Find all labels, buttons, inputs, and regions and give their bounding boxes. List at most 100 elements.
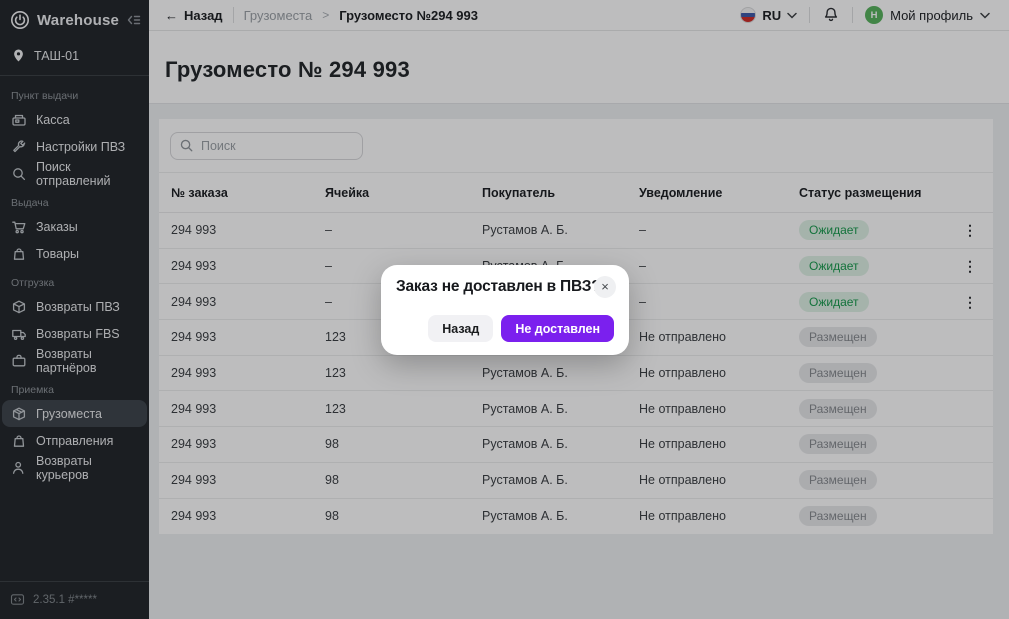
sidebar-item-shipments[interactable]: Отправления: [2, 427, 147, 454]
sidebar-item-label: Поиск отправлений: [36, 159, 111, 188]
buyer-cell: Рустамов А. Б.: [482, 437, 568, 452]
sidebar-item-returns-fbs[interactable]: Возвраты FBS: [2, 320, 147, 347]
cash-register-icon: [11, 112, 27, 128]
sidebar-item-search-shipments[interactable]: Поиск отправлений: [2, 159, 147, 188]
cell-cell: 123: [325, 330, 346, 345]
column-header: Уведомление: [639, 185, 723, 200]
sidebar-section-label: Приемка: [11, 384, 54, 396]
status-cell: Размещен: [799, 506, 941, 527]
avatar: Н: [865, 6, 884, 24]
modal-actions: Назад Не доставлен: [428, 315, 614, 342]
sidebar-item-courier-returns[interactable]: Возвраты курьеров: [2, 453, 147, 482]
bag-icon: [11, 433, 27, 449]
sidebar-item-goods[interactable]: Товары: [2, 240, 147, 267]
bag-icon: [11, 246, 27, 262]
arrow-left-icon: ←: [165, 7, 178, 23]
topbar-divider: [232, 7, 234, 23]
modal-title: Заказ не доставлен в ПВЗ?: [396, 278, 601, 295]
cell-cell: 98: [325, 437, 339, 452]
breadcrumb-current: Грузоместо №294 993: [339, 7, 478, 23]
order-cell: 294 993: [171, 259, 217, 274]
modal-back-button[interactable]: Назад: [428, 315, 494, 342]
cell-cell: 98: [325, 509, 339, 524]
status-badge: Размещен: [799, 434, 877, 455]
cell-cell: –: [325, 223, 332, 238]
page-heading-section: Грузоместо № 294 993: [149, 31, 1009, 104]
location-label: ТАШ-01: [34, 48, 80, 63]
cell-cell: 98: [325, 473, 339, 488]
order-cell: 294 993: [171, 473, 217, 488]
sidebar-section-label: Отгрузка: [11, 277, 55, 289]
status-badge: Ожидает: [799, 291, 869, 312]
sidebar-item-label: Возвраты FBS: [36, 326, 120, 341]
topbar-right: RU Н Мой профиль: [740, 6, 990, 24]
cell-cell: 123: [325, 401, 346, 416]
search-icon: [179, 138, 194, 153]
sidebar-item-label: Возвраты курьеров: [36, 453, 92, 482]
status-cell: Ожидает: [799, 256, 941, 277]
table-row: 294 993 – Рустамов А. Б. – Ожидает ⋮: [159, 213, 993, 249]
warehouse-logo-icon: [10, 10, 30, 30]
search-input[interactable]: [170, 132, 363, 160]
collapse-sidebar-icon[interactable]: [126, 12, 142, 28]
status-badge: Размещен: [799, 506, 877, 527]
sidebar: Warehouse ТАШ-01 Пункт выдачи Касса Настро…: [0, 0, 149, 619]
back-button[interactable]: ← Назад: [165, 8, 223, 23]
truck-return-icon: [11, 326, 27, 342]
status-cell: Размещен: [799, 434, 941, 455]
order-cell: 294 993: [171, 509, 217, 524]
order-cell: 294 993: [171, 330, 217, 345]
modal-confirm-button[interactable]: Не доставлен: [501, 315, 614, 342]
sidebar-item-cargo[interactable]: Грузоместа: [2, 400, 147, 427]
chevron-right-icon: >: [322, 8, 330, 22]
app-version: 2.35.1 #*****: [0, 582, 149, 619]
status-badge: Размещен: [799, 327, 877, 348]
cell-cell: –: [325, 294, 332, 309]
notification-cell: –: [639, 294, 646, 309]
status-badge: Размещен: [799, 470, 877, 491]
code-icon: [10, 592, 25, 607]
back-label: Назад: [184, 7, 223, 23]
profile-menu[interactable]: Н Мой профиль: [865, 6, 990, 24]
buyer-cell: Рустамов А. Б.: [482, 401, 568, 416]
sidebar-item-label: Грузоместа: [36, 406, 103, 421]
table-row: 294 993 123 Рустамов А. Б. Не отправлено Раз…: [159, 356, 993, 392]
topbar-left: ← Назад Грузоместа > Грузоместо №294 993: [165, 7, 478, 23]
sidebar-item-kassa[interactable]: Касса: [2, 106, 147, 133]
language-label: RU: [762, 7, 782, 23]
status-cell: Размещен: [799, 363, 941, 384]
sidebar-item-pvz-settings[interactable]: Настройки ПВЗ: [2, 133, 147, 160]
kebab-menu-icon[interactable]: ⋮: [963, 293, 977, 310]
notification-cell: Не отправлено: [639, 509, 726, 524]
buyer-cell: Рустамов А. Б.: [482, 509, 568, 524]
status-badge: Ожидает: [799, 256, 869, 277]
location-selector[interactable]: ТАШ-01: [0, 38, 149, 75]
close-icon[interactable]: ×: [594, 276, 616, 298]
kebab-menu-icon[interactable]: ⋮: [963, 258, 977, 275]
cart-icon: [11, 219, 27, 235]
location-pin-icon: [11, 48, 26, 63]
kebab-menu-icon[interactable]: ⋮: [963, 222, 977, 239]
order-cell: 294 993: [171, 294, 217, 309]
buyer-cell: Рустамов А. Б.: [482, 473, 568, 488]
cell-cell: –: [325, 259, 332, 274]
sidebar-item-label: Возвраты ПВЗ: [36, 299, 120, 314]
sidebar-item-label: Возвраты партнёров: [36, 346, 97, 375]
column-header: Статус размещения: [799, 185, 922, 200]
column-header: № заказа: [171, 185, 228, 200]
table-body: 294 993 – Рустамов А. Б. – Ожидает ⋮ 294 993 – Р…: [159, 213, 993, 534]
search-row: [159, 119, 993, 173]
sidebar-item-orders[interactable]: Заказы: [2, 213, 147, 240]
wrench-icon: [11, 139, 27, 155]
notifications-bell-icon[interactable]: [822, 6, 840, 24]
sidebar-item-returns-pvz[interactable]: Возвраты ПВЗ: [2, 293, 147, 320]
breadcrumb-parent[interactable]: Грузоместа: [243, 7, 313, 23]
language-selector[interactable]: RU: [740, 7, 797, 23]
order-cell: 294 993: [171, 437, 217, 452]
sidebar-nav: Пункт выдачи Касса Настройки ПВЗ Поиск отпр…: [0, 76, 149, 581]
sidebar-item-label: Настройки ПВЗ: [36, 139, 126, 154]
notification-cell: Не отправлено: [639, 437, 726, 452]
status-badge: Размещен: [799, 398, 877, 419]
sidebar-item-returns-partners[interactable]: Возвраты партнёров: [2, 346, 147, 375]
search-icon: [11, 166, 27, 182]
